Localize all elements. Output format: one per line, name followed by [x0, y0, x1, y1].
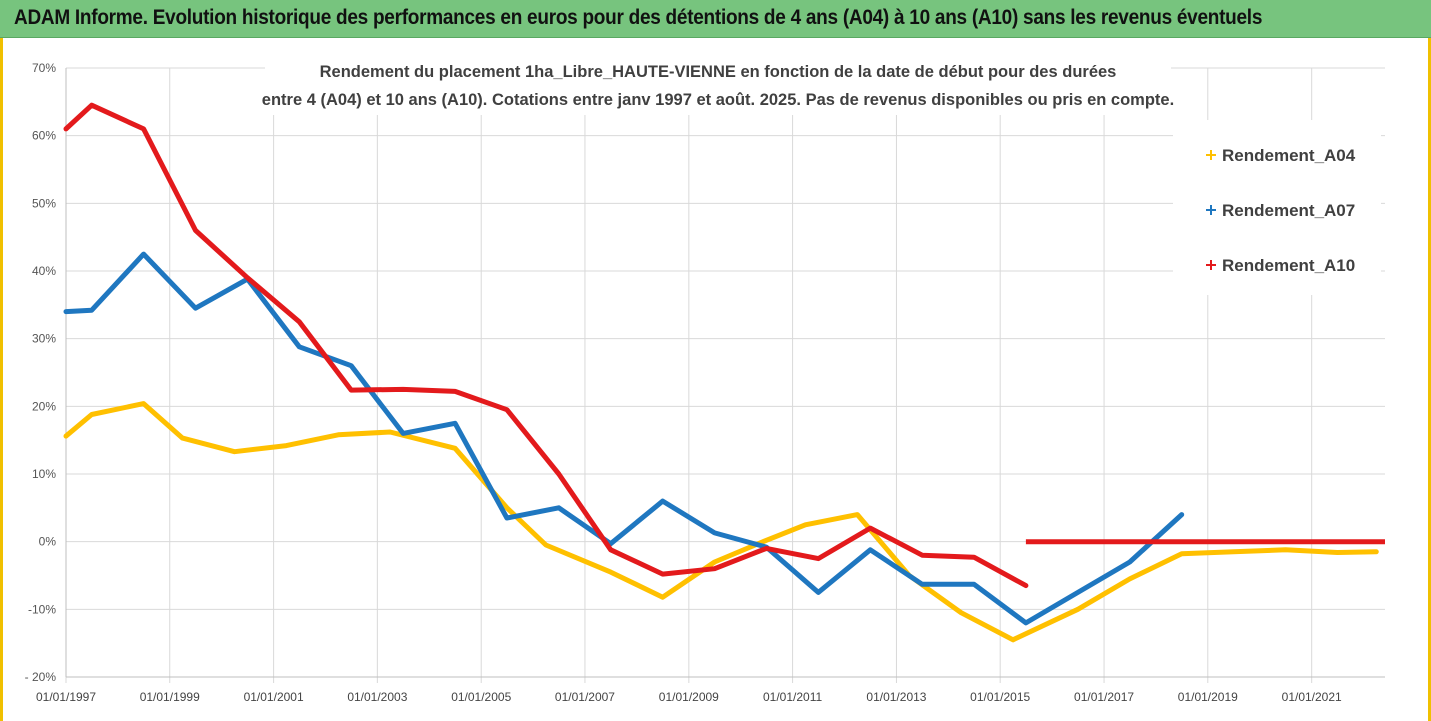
legend-label-rendement-a07: Rendement_A07 [1222, 201, 1355, 220]
y-tick-label: 70% [32, 61, 56, 75]
page-title: ADAM Informe. Evolution historique des p… [14, 6, 1263, 29]
y-axis-ticks: - 20% -10% 0% 10% 20% 30% 40% 50% 60% 70% [25, 61, 57, 684]
x-tick-label: 01/01/2003 [347, 690, 407, 704]
y-tick-label: 10% [32, 467, 56, 481]
x-tick-label: 01/01/1997 [36, 690, 96, 704]
chart-frame: - 20% -10% 0% 10% 20% 30% 40% 50% 60% 70% 01/01/1… [0, 38, 1431, 721]
line-chart: - 20% -10% 0% 10% 20% 30% 40% 50% 60% 70% 01/01/1… [25, 53, 1385, 704]
x-tick-label: 01/01/2019 [1178, 690, 1238, 704]
series-line-rendement-a10 [63, 102, 1029, 589]
chart-title: Rendement du placement 1ha_Libre_HAUTE-V… [320, 63, 1117, 81]
y-tick-label: 60% [32, 129, 56, 143]
chart-subtitle: entre 4 (A04) et 10 ans (A10). Cotations… [262, 91, 1174, 109]
y-tick-label: 50% [32, 196, 56, 210]
x-tick-label: 01/01/2021 [1282, 690, 1342, 704]
x-tick-label: 01/01/2007 [555, 690, 615, 704]
chart-legend: Rendement_A04 Rendement_A07 Rendement_A10 [1173, 120, 1381, 295]
x-tick-label: 01/01/2015 [970, 690, 1030, 704]
x-tick-label: 01/01/2009 [659, 690, 719, 704]
x-tick-label: 01/01/1999 [140, 690, 200, 704]
x-tick-label: 01/01/2011 [763, 690, 822, 704]
series-line-rendement-a04 [63, 401, 1379, 643]
legend-label-rendement-a10: Rendement_A10 [1222, 256, 1355, 275]
y-tick-label: 40% [32, 264, 56, 278]
y-tick-label: - 20% [25, 670, 57, 684]
y-tick-label: -10% [28, 602, 56, 616]
y-tick-label: 20% [32, 399, 56, 413]
header-bar: ADAM Informe. Evolution historique des p… [0, 0, 1431, 38]
y-tick-label: 0% [39, 535, 57, 549]
legend-label-rendement-a04: Rendement_A04 [1222, 146, 1356, 165]
chart-title-background [265, 53, 1171, 115]
x-axis-ticks: 01/01/1997 01/01/1999 01/01/2001 01/01/2003… [36, 690, 1342, 704]
y-tick-label: 30% [32, 332, 56, 346]
x-tick-label: 01/01/2001 [244, 690, 304, 704]
series-line-rendement-a07 [63, 251, 1185, 626]
series-lines [63, 102, 1385, 643]
x-tick-label: 01/01/2013 [866, 690, 926, 704]
grid-lines [65, 67, 1385, 683]
x-tick-label: 01/01/2017 [1074, 690, 1134, 704]
x-tick-label: 01/01/2005 [451, 690, 511, 704]
